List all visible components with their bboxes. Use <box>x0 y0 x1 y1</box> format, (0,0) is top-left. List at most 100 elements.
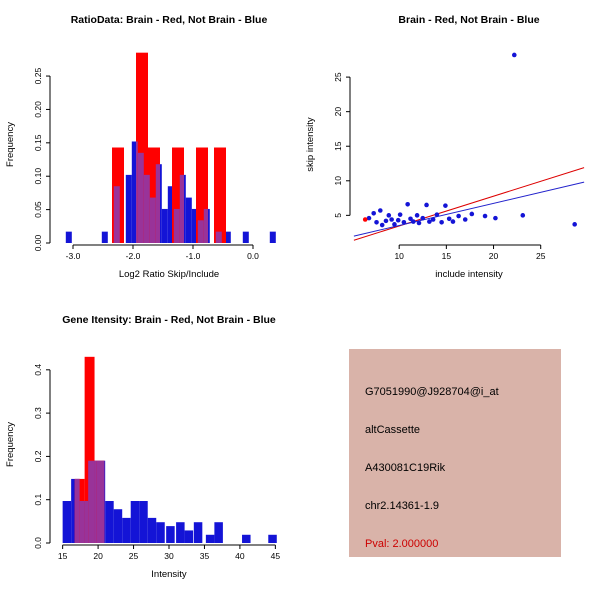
svg-text:Frequency: Frequency <box>5 122 16 167</box>
hist-bar <box>179 174 184 243</box>
data-point <box>520 213 526 218</box>
y-axis <box>46 75 51 244</box>
hist-bar <box>269 231 276 243</box>
data-point <box>397 212 403 217</box>
svg-text:35: 35 <box>200 551 210 561</box>
fit-not-brain-line <box>353 181 585 237</box>
svg-text:0.0: 0.0 <box>33 537 43 549</box>
data-point <box>482 213 488 219</box>
data-point <box>511 52 517 58</box>
svg-text:15: 15 <box>58 551 68 561</box>
hist-bar <box>94 460 97 543</box>
hist-bar <box>191 208 198 243</box>
probe-id: G7051990@J928704@i_at <box>365 386 499 398</box>
hist-bar <box>214 147 226 243</box>
svg-text:15: 15 <box>442 251 452 261</box>
data-point <box>362 217 368 222</box>
hist-bar <box>215 231 222 243</box>
svg-text:Gene Itensity: Brain - Red, No: Gene Itensity: Brain - Red, Not Brain - … <box>62 314 276 326</box>
data-point <box>572 222 577 227</box>
data-point <box>401 219 407 225</box>
data-point <box>383 218 389 224</box>
hist-bar <box>197 220 204 243</box>
data-point <box>366 215 372 221</box>
hist-bar <box>147 517 157 543</box>
x-axis <box>72 244 254 249</box>
ratio-histogram: RatioData: Brain - Red, Not Brain - Blue… <box>5 14 276 280</box>
svg-text:25: 25 <box>129 551 139 561</box>
data-point <box>374 219 379 225</box>
svg-text:0.10: 0.10 <box>33 168 43 185</box>
svg-text:0.4: 0.4 <box>33 364 43 376</box>
y-axis <box>346 76 351 216</box>
svg-text:skip intensity: skip intensity <box>305 117 316 172</box>
data-point <box>414 213 420 218</box>
svg-text:20: 20 <box>93 551 103 561</box>
svg-text:10: 10 <box>333 176 343 186</box>
hist-bar <box>167 186 174 243</box>
data-point <box>405 201 410 207</box>
hist-bar <box>113 509 123 543</box>
svg-text:Log2 Ratio Skip/Include: Log2 Ratio Skip/Include <box>119 269 219 280</box>
hist-bar <box>65 231 72 243</box>
data-point <box>450 219 456 224</box>
data-point <box>371 210 377 216</box>
hist-bar <box>136 141 138 243</box>
svg-text:Intensity: Intensity <box>151 569 187 580</box>
data-point <box>469 211 475 217</box>
svg-text:RatioData: Brain - Red, Not Br: RatioData: Brain - Red, Not Brain - Blue <box>71 14 268 26</box>
data-point <box>443 203 448 208</box>
hist-bar <box>137 152 144 243</box>
data-point <box>389 217 394 222</box>
svg-text:10: 10 <box>394 251 404 261</box>
svg-text:0.2: 0.2 <box>33 450 43 462</box>
data-point <box>392 222 397 227</box>
svg-text:30: 30 <box>164 551 174 561</box>
fit-brain-line <box>353 167 585 241</box>
bars-overlap <box>113 141 222 243</box>
points-brain <box>362 217 368 222</box>
hist-bar <box>242 231 249 243</box>
svg-text:0.3: 0.3 <box>33 407 43 419</box>
hist-bar <box>166 526 175 543</box>
hist-bar <box>125 174 132 243</box>
hist-bar <box>131 141 138 243</box>
svg-text:0.1: 0.1 <box>33 494 43 506</box>
svg-text:0.00: 0.00 <box>33 234 43 251</box>
hist-bar <box>62 501 72 543</box>
svg-text:include intensity: include intensity <box>435 269 503 280</box>
hist-bar <box>88 460 95 543</box>
svg-text:0.25: 0.25 <box>33 68 43 85</box>
data-point <box>379 222 385 228</box>
data-point <box>395 217 401 223</box>
hist-bar <box>224 231 231 243</box>
hist-bar <box>105 501 114 543</box>
hist-bar <box>139 501 148 543</box>
hist-bar <box>149 197 156 243</box>
hist-bar <box>96 460 105 543</box>
svg-text:5: 5 <box>333 213 343 218</box>
data-point <box>416 220 422 226</box>
svg-text:40: 40 <box>235 551 245 561</box>
hist-bar <box>214 522 223 543</box>
hist-bar <box>184 530 194 543</box>
hist-bar <box>143 174 148 243</box>
pval-text: Pval: 2.000000 <box>365 538 439 550</box>
hist-bar <box>113 186 120 243</box>
data-point <box>378 208 383 213</box>
svg-text:25: 25 <box>333 72 343 82</box>
gene-intensity-histogram: Gene Itensity: Brain - Red, Not Brain - … <box>5 314 280 580</box>
hist-bar <box>156 522 165 543</box>
hist-bar <box>161 208 168 243</box>
hist-bar <box>84 356 95 543</box>
data-point <box>408 216 413 222</box>
svg-text:15: 15 <box>333 141 343 151</box>
hist-bar <box>74 478 80 543</box>
hist-bar <box>203 208 208 243</box>
svg-text:0.20: 0.20 <box>33 101 43 118</box>
data-point <box>493 215 498 221</box>
splice-event-type: altCassette <box>365 424 421 436</box>
x-axis <box>62 544 276 549</box>
probe-info-panel: G7051990@J928704@i_at altCassette A43008… <box>349 349 561 557</box>
